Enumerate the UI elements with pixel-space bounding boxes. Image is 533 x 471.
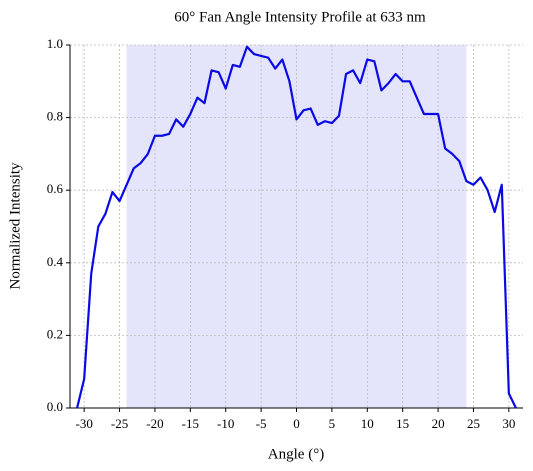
- x-tick-label: 25: [467, 416, 480, 431]
- x-tick-label: 10: [361, 416, 374, 431]
- x-tick-label: 5: [329, 416, 336, 431]
- x-tick-label: -20: [146, 416, 163, 431]
- y-tick-label: 1.0: [47, 36, 63, 51]
- y-tick-label: 0.6: [47, 181, 64, 196]
- x-tick-label: -10: [217, 416, 234, 431]
- x-axis-title: Angle (°): [268, 446, 324, 462]
- x-tick-label: -30: [75, 416, 92, 431]
- x-tick-label: -25: [111, 416, 128, 431]
- y-axis-title: Normalized Intensity: [7, 162, 23, 290]
- x-tick-label: 20: [432, 416, 445, 431]
- x-tick-label: 0: [293, 416, 300, 431]
- y-tick-label: 0.4: [47, 254, 64, 269]
- y-tick-label: 0.0: [47, 399, 63, 414]
- chart-title: 60° Fan Angle Intensity Profile at 633 n…: [174, 9, 426, 25]
- data-line: [76, 45, 517, 409]
- x-tick-label: -5: [256, 416, 267, 431]
- x-tick-label: 30: [502, 416, 515, 431]
- x-tick-label: 15: [396, 416, 409, 431]
- y-tick-label: 0.8: [47, 109, 63, 124]
- y-tick-label: 0.2: [47, 326, 63, 341]
- x-tick-label: -15: [182, 416, 199, 431]
